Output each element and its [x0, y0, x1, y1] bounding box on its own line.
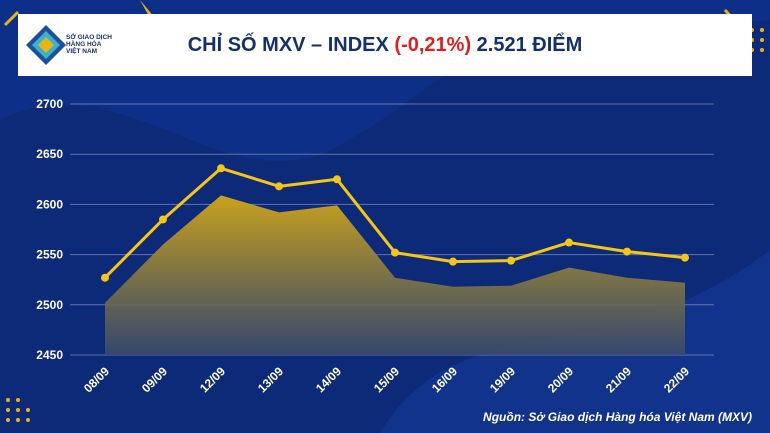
mxv-logo-icon	[26, 25, 66, 65]
mxv-logo: SỞ GIAO DỊCH HÀNG HÓA VIỆT NAM	[18, 14, 138, 76]
logo-text: SỞ GIAO DỊCH HÀNG HÓA VIỆT NAM	[66, 34, 112, 55]
x-tick-label: 22/09	[661, 364, 692, 395]
title-change: (-0,21%)	[394, 34, 472, 56]
y-tick-label: 2550	[36, 248, 63, 262]
x-tick-label: 19/09	[487, 364, 518, 395]
y-tick-label: 2700	[36, 97, 63, 111]
y-tick-label: 2650	[36, 147, 63, 161]
x-tick-label: 21/09	[603, 364, 634, 395]
title-prefix: CHỈ SỐ MXV – INDEX	[187, 34, 395, 56]
header-banner: SỞ GIAO DỊCH HÀNG HÓA VIỆT NAM CHỈ SỐ MX…	[18, 14, 752, 76]
data-point	[623, 247, 631, 256]
line-series	[101, 164, 689, 282]
data-point	[391, 248, 399, 257]
y-tick-label: 2500	[36, 298, 63, 312]
x-tick-label: 08/09	[81, 364, 112, 395]
data-point	[101, 273, 109, 282]
data-point	[333, 175, 341, 184]
y-tick-label: 2600	[36, 197, 63, 211]
x-axis-labels: 08/09 09/09 12/09 13/09 14/09 15/09 16/09 19/09…	[81, 364, 692, 395]
data-point	[681, 253, 689, 262]
x-tick-label: 14/09	[313, 364, 344, 395]
x-tick-label: 20/09	[545, 364, 576, 395]
data-point	[449, 257, 457, 266]
area-series-fill	[105, 195, 685, 355]
logo-line-3: VIỆT NAM	[66, 48, 98, 55]
title-suffix: 2.521 ĐIỂM	[471, 34, 583, 56]
source-note: Nguồn: Sở Giao dịch Hàng hóa Việt Nam (M…	[483, 410, 752, 424]
x-tick-label: 16/09	[429, 364, 460, 395]
data-point	[507, 256, 515, 265]
logo-line-1: SỞ GIAO DỊCH	[66, 34, 112, 41]
data-point	[565, 238, 573, 247]
data-point	[275, 182, 283, 191]
x-tick-label: 13/09	[255, 364, 286, 395]
data-point	[159, 215, 167, 224]
logo-line-2: HÀNG HÓA	[66, 41, 102, 48]
x-tick-label: 09/09	[139, 364, 170, 395]
data-point	[217, 164, 225, 173]
area-series	[105, 195, 685, 355]
y-tick-label: 2450	[36, 348, 63, 362]
x-tick-label: 12/09	[197, 364, 228, 395]
chart-title: CHỈ SỐ MXV – INDEX (-0,21%) 2.521 ĐIỂM	[18, 14, 752, 76]
y-axis-labels: 2450 2500 2550 2600 2650 2700	[36, 97, 63, 362]
x-tick-label: 15/09	[371, 364, 402, 395]
